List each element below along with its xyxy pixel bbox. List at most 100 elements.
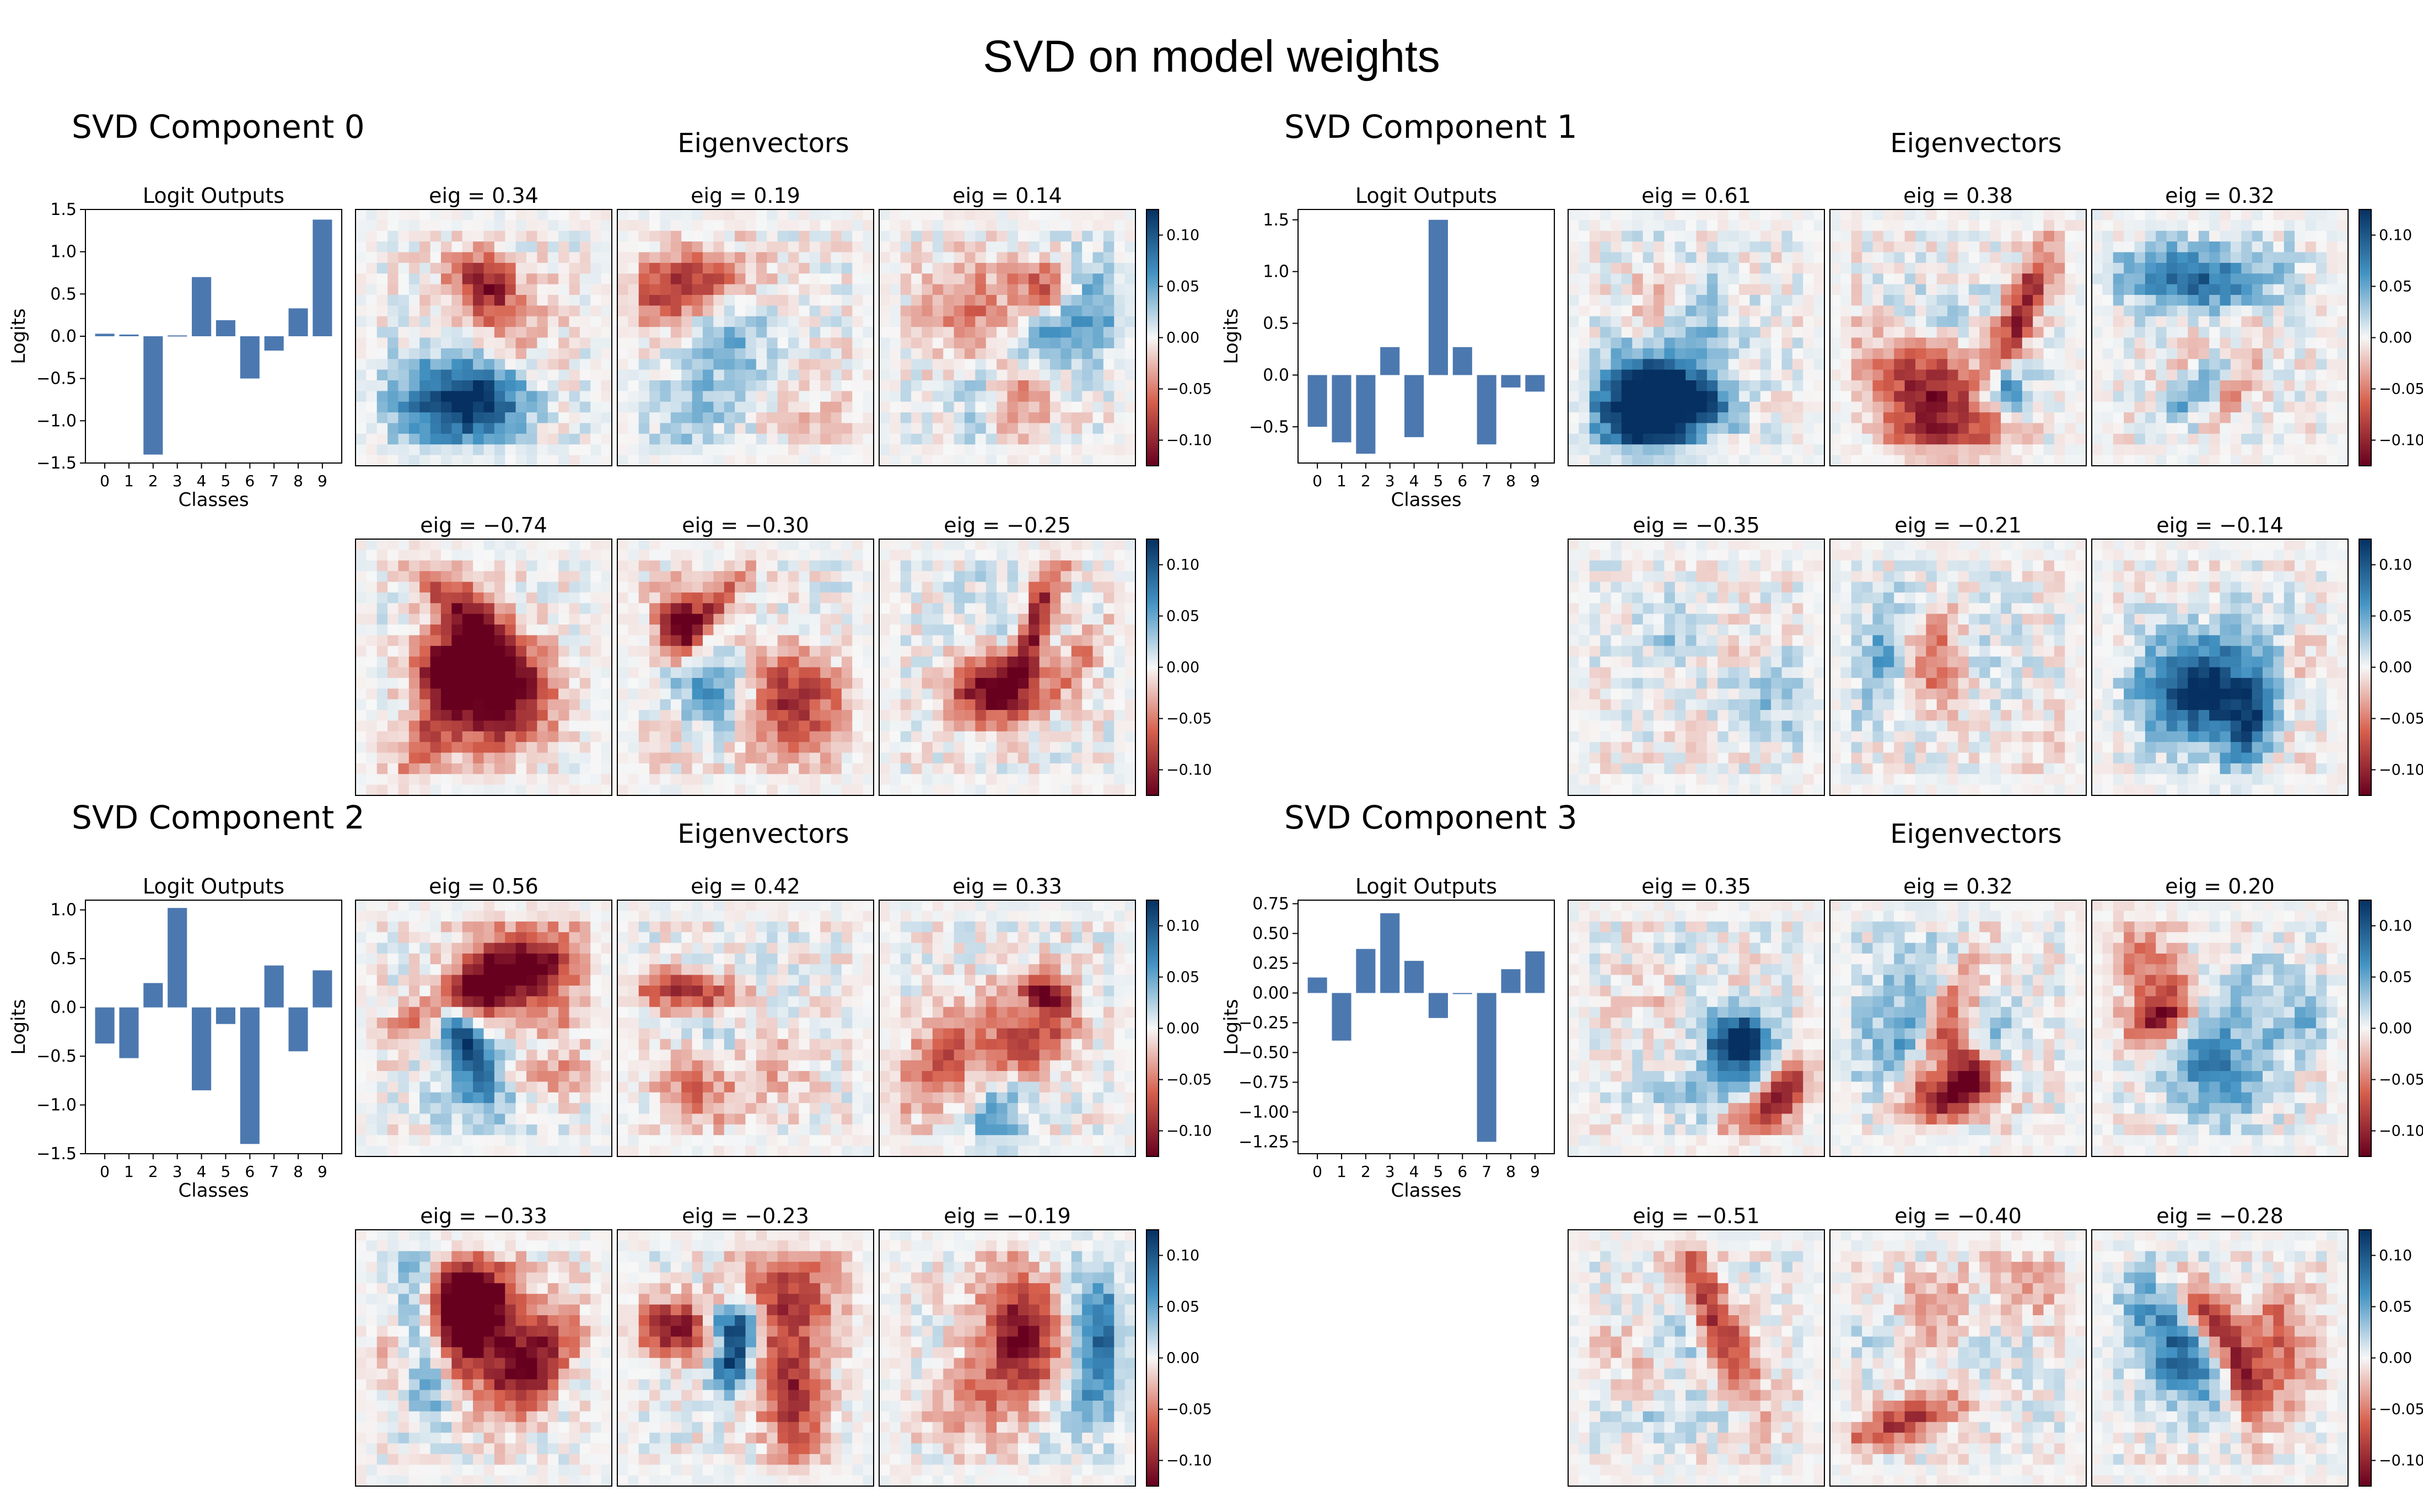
- heatmap-cell: [462, 560, 473, 572]
- heatmap-cell: [911, 550, 923, 561]
- heatmap-cell: [1039, 603, 1051, 615]
- heatmap-cell: [1124, 337, 1136, 349]
- heatmap-cell: [419, 262, 431, 274]
- heatmap-cell: [1632, 348, 1644, 359]
- heatmap-cell: [2043, 412, 2055, 424]
- heatmap-cell: [515, 316, 527, 327]
- heatmap-cell: [1915, 444, 1926, 456]
- heatmap-cell: [505, 337, 516, 349]
- heatmap-cell: [1840, 284, 1852, 295]
- heatmap-cell: [398, 763, 410, 774]
- heatmap-cell: [547, 359, 559, 370]
- heatmap-cell: [505, 614, 516, 625]
- heatmap-cell: [1664, 241, 1676, 253]
- heatmap-cell: [692, 774, 703, 785]
- heatmap-cell: [1749, 230, 1761, 242]
- heatmap-cell: [681, 592, 693, 604]
- heatmap-cell: [473, 209, 484, 220]
- heatmap-cell: [1103, 625, 1114, 636]
- heatmap-cell: [922, 369, 933, 381]
- heatmap-cell: [841, 284, 853, 295]
- heatmap-cell: [986, 380, 997, 391]
- heatmap-cell: [911, 230, 923, 242]
- heatmap-cell: [2001, 273, 2012, 285]
- heatmap-cell: [387, 625, 399, 636]
- heatmap-cell: [863, 380, 874, 391]
- heatmap-cell: [366, 305, 378, 317]
- heatmap-cell: [1936, 369, 1948, 381]
- heatmap-cell: [526, 433, 537, 445]
- heatmap-cell: [975, 284, 987, 295]
- heatmap-cell: [526, 625, 537, 636]
- heatmap-cell: [1792, 359, 1803, 370]
- heatmap-cell: [703, 667, 714, 679]
- heatmap-cell: [703, 635, 714, 647]
- heatmap-cell: [419, 560, 431, 572]
- heatmap-cell: [2065, 380, 2076, 391]
- heatmap-cell: [1082, 614, 1094, 625]
- heatmap-cell: [569, 625, 580, 636]
- heatmap-cell: [1611, 337, 1622, 349]
- heatmap-cell: [419, 220, 431, 232]
- heatmap-cell: [1654, 380, 1665, 391]
- heatmap-cell: [788, 284, 799, 295]
- heatmap-cell: [398, 380, 410, 391]
- heatmap-cell: [617, 241, 628, 253]
- heatmap-cell: [1979, 380, 1991, 391]
- heatmap-cell: [1632, 273, 1644, 285]
- heatmap-cell: [1071, 359, 1083, 370]
- heatmap-cell: [954, 571, 965, 583]
- heatmap-cell: [1926, 284, 1937, 295]
- heatmap-cell: [863, 327, 874, 338]
- heatmap-cell: [408, 710, 420, 721]
- heatmap-cell: [483, 731, 495, 742]
- heatmap-cell: [1029, 784, 1040, 796]
- heatmap-cell: [660, 677, 671, 689]
- heatmap-cell: [483, 305, 495, 317]
- heatmap-cell: [986, 316, 997, 327]
- heatmap-cell: [879, 560, 890, 572]
- heatmap-cell: [852, 380, 864, 391]
- heatmap-cell: [1728, 220, 1740, 232]
- heatmap-cell: [1696, 220, 1708, 232]
- heatmap-cell: [1124, 327, 1136, 338]
- heatmap-cell: [724, 784, 735, 796]
- heatmap-cell: [1654, 444, 1665, 456]
- heatmap-cell: [1124, 433, 1136, 445]
- heatmap-cell: [890, 273, 901, 285]
- heatmap-cell: [628, 592, 639, 604]
- heatmap-cell: [1894, 423, 1905, 434]
- heatmap-cell: [692, 784, 703, 796]
- heatmap-cell: [1050, 262, 1061, 274]
- heatmap-cell: [777, 731, 789, 742]
- heatmap-cell: [2011, 316, 2023, 327]
- heatmap-cell: [1813, 327, 1825, 338]
- heatmap-cell: [376, 731, 388, 742]
- heatmap-cell: [863, 774, 874, 785]
- heatmap-cell: [408, 295, 420, 306]
- heatmap-cell: [1103, 209, 1114, 220]
- heatmap-cell: [1039, 380, 1051, 391]
- heatmap-cell: [617, 305, 628, 317]
- heatmap-cell: [681, 784, 693, 796]
- heatmap-cell: [1029, 560, 1040, 572]
- heatmap-cell: [1840, 209, 1852, 220]
- heatmap-cell: [735, 699, 746, 711]
- heatmap-cell: [777, 614, 789, 625]
- logit-bar: [1501, 375, 1521, 388]
- heatmap-cell: [1060, 784, 1072, 796]
- heatmap-cell: [1947, 348, 1959, 359]
- heatmap-cell: [2124, 241, 2135, 253]
- heatmap-cell: [451, 731, 463, 742]
- logit-bar: [216, 320, 235, 336]
- heatmap-cell: [1082, 784, 1094, 796]
- heatmap-cell: [2022, 252, 2033, 263]
- heatmap-cell: [660, 380, 671, 391]
- heatmap-cell: [879, 327, 890, 338]
- heatmap-cell: [1872, 369, 1884, 381]
- heatmap-cell: [547, 571, 559, 583]
- heatmap-cell: [1611, 391, 1622, 402]
- heatmap-cell: [2209, 284, 2221, 295]
- heatmap-cell: [2075, 401, 2087, 413]
- heatmap-cell: [569, 359, 580, 370]
